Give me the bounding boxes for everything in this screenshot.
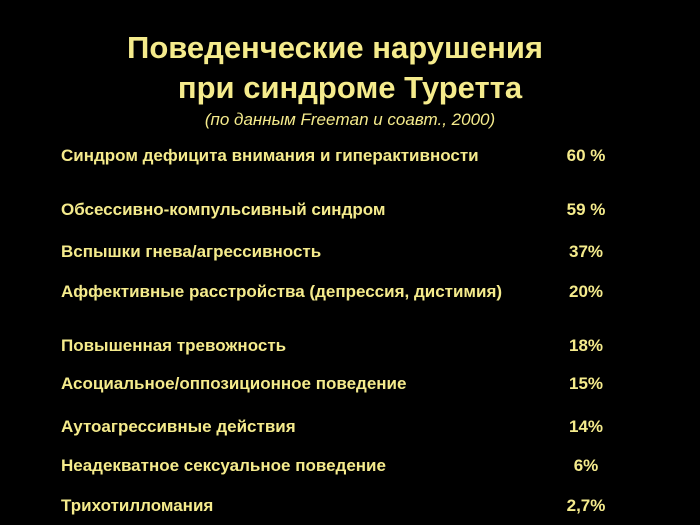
table-row-label: Повышенная тревожность: [61, 336, 287, 355]
table-row-value: 20%: [568, 282, 604, 301]
table-row-value: 37%: [568, 242, 604, 261]
table-row-label: Неадекватное сексуальное поведение: [61, 456, 386, 475]
table-row-label: Вспышки гнева/агрессивность: [61, 242, 322, 261]
table-row-label: Аутоагрессивные действия: [61, 417, 296, 436]
slide-title-line-2: при синдроме Туретта: [177, 70, 523, 105]
table-row-value: 14%: [568, 417, 604, 436]
slide-subtitle: (по данным Freeman и соавт., 2000): [204, 110, 496, 129]
table-row-label: Трихотилломания: [61, 496, 214, 515]
slide-title-line-1: Поведенческие нарушения: [127, 30, 543, 65]
table-row-value: 2,7%: [566, 496, 606, 515]
table-row-label: Синдром дефицита внимания и гиперактивно…: [61, 146, 479, 165]
table-row-value: 15%: [568, 374, 604, 393]
table-row-value: 18%: [568, 336, 604, 355]
table-row-label: Асоциальное/оппозиционное поведение: [61, 374, 407, 393]
table-row-label: Аффективные расстройства (депрессия, дис…: [61, 282, 503, 301]
table-row-value: 60 %: [566, 146, 606, 165]
table-row-label: Обсессивно-компульсивный синдром: [61, 200, 386, 219]
table-row-value: 6%: [573, 456, 599, 475]
table-row-value: 59 %: [566, 200, 606, 219]
